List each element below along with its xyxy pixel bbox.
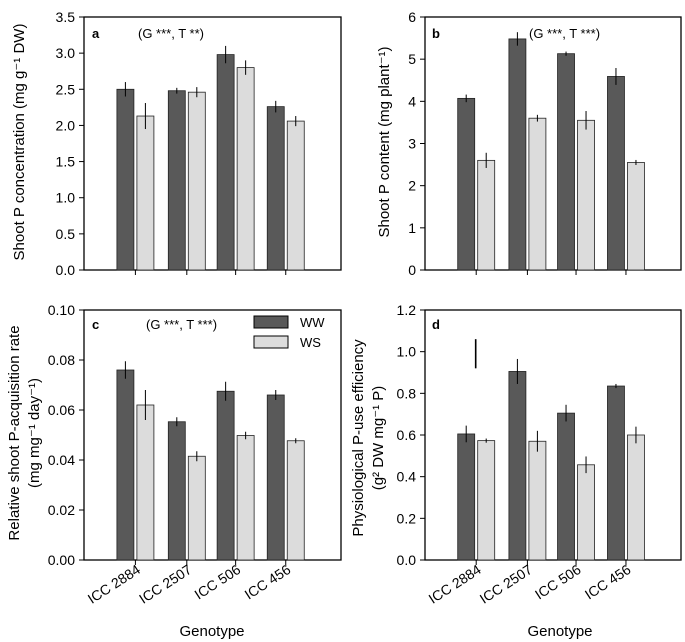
panel-c-bar-ww-2 (216, 390, 235, 561)
panel-d-xtick-label: ICC 2884 (426, 561, 484, 607)
panel-d-xtick-label: ICC 2507 (477, 561, 535, 607)
panel-d-ytick-label: 1.0 (397, 344, 417, 360)
panel-b-ytick-label: 1 (408, 220, 416, 236)
panel-b-ytick-label: 0 (408, 262, 416, 278)
panel-b-ytick-label: 6 (408, 9, 416, 25)
panel-c-bar-ws-2 (236, 435, 255, 561)
panel-a-bar-ww-2 (216, 54, 235, 271)
panel-c-ylabel-units: (mg mg⁻¹ day⁻¹) (26, 378, 43, 488)
panel-a: 0.0 0.5 1.0 1.5 2.0 2.5 3.0 3.5 a (G ***, T **)… (11, 9, 342, 278)
panel-c-bar-ws-1 (187, 455, 206, 561)
panel-c-annotation: (G ***, T ***) (146, 317, 217, 332)
panel-c-ytick-label: 0.04 (48, 452, 75, 468)
panel-c-ytick-label: 0.02 (48, 502, 75, 518)
panel-c-frame (83, 309, 342, 561)
panel-b-ytick-label: 4 (408, 93, 416, 109)
panel-d-ytick-label: 1.2 (397, 302, 417, 318)
panel-a-bar-ws-1 (187, 91, 206, 271)
panel-a-ytick-label: 2.5 (56, 81, 76, 97)
panel-c-ytick-label: 0.08 (48, 352, 75, 368)
panel-c-xtick-label: ICC 456 (242, 561, 294, 603)
panel-d-bar-ws-0 (477, 440, 496, 561)
panel-c-xlabel: Genotype (179, 623, 244, 640)
panel-d-ytick-label: 0.6 (397, 427, 417, 443)
panel-c-xtick-label: ICC 2884 (85, 561, 143, 607)
panel-d-ytick-label: 0.4 (397, 469, 417, 485)
panel-a-bar-ws-0 (136, 115, 155, 271)
legend-ww-label: WW (300, 315, 325, 330)
panel-a-bar-ww-1 (167, 90, 186, 271)
panel-d-ytick-label: 0.8 (397, 385, 417, 401)
panel-a-ytick-label: 1.0 (56, 190, 76, 206)
panel-b-bar-ww-0 (457, 97, 476, 271)
panel-a-ytick-label: 3.0 (56, 45, 76, 61)
panel-b: 0 1 2 3 4 5 6 b (G ***, T ***) Shoot P content… (376, 9, 682, 278)
panel-c-bar-ww-1 (167, 421, 186, 561)
panel-d-bar-ww-0 (457, 433, 476, 561)
panel-c-ylabel: Relative shoot P-acquisition rate (6, 325, 23, 540)
panel-a-bar-ww-0 (116, 88, 135, 271)
panel-d-ylabel: Physiological P-use efficiency (350, 339, 367, 537)
panel-d-bar-ww-3 (607, 385, 625, 561)
panel-a-bar-ww-3 (266, 106, 285, 271)
panel-a-ytick-label: 3.5 (56, 9, 76, 25)
panel-d-xlabel: Genotype (527, 623, 592, 640)
legend: WW WS (253, 315, 325, 350)
panel-c-ytick-label: 0.00 (48, 552, 75, 568)
panel-b-ytick-label: 2 (408, 178, 416, 194)
legend-ws-swatch (253, 335, 289, 349)
panel-c-bar-ww-3 (266, 394, 285, 561)
panel-b-bar-ww-3 (607, 76, 625, 271)
panel-b-bar-ws-1 (528, 117, 547, 271)
panel-a-ylabel: Shoot P concentration (mg g⁻¹ DW) (11, 24, 28, 261)
panel-b-annotation: (G ***, T ***) (529, 26, 600, 41)
panel-c-letter: c (92, 317, 99, 332)
panel-d-bar-ws-1 (528, 440, 547, 561)
panel-a-bar-ws-3 (286, 120, 305, 271)
panel-c-xtick-label: ICC 2507 (136, 561, 194, 607)
panel-b-bar-ws-2 (577, 119, 595, 271)
panel-a-ytick-label: 0.0 (56, 262, 76, 278)
panel-a-letter: a (92, 26, 100, 41)
panel-a-ytick-label: 1.5 (56, 154, 76, 170)
panel-a-ytick-label: 2.0 (56, 117, 76, 133)
panel-d-bar-ws-2 (577, 464, 595, 561)
panel-d-bar-ws-3 (627, 434, 645, 561)
panel-b-bar-ww-1 (508, 38, 527, 271)
panel-b-bar-ws-0 (477, 159, 496, 271)
panel-d-bar-ww-1 (508, 371, 527, 561)
panel-d-xtick-label: ICC 506 (532, 561, 584, 603)
panel-b-bar-ww-2 (557, 53, 575, 271)
panel-b-axes: 0 1 2 3 4 5 6 (408, 9, 682, 278)
panel-a-bar-ws-2 (236, 67, 255, 271)
legend-ws-label: WS (300, 335, 321, 350)
panel-b-ytick-label: 3 (408, 136, 416, 152)
panel-b-ytick-label: 5 (408, 51, 416, 67)
panel-a-frame (83, 16, 342, 271)
panel-c-xtick-label: ICC 506 (191, 561, 243, 603)
panel-d-ytick-label: 0.2 (397, 510, 417, 526)
panel-d-xtick-label: ICC 456 (582, 561, 634, 603)
panel-c-bar-ws-0 (136, 404, 155, 561)
panel-c-bar-ww-0 (116, 369, 135, 561)
panel-a-axes: 0.0 0.5 1.0 1.5 2.0 2.5 3.0 3.5 (56, 9, 342, 278)
panel-d-ylabel-units: (g² DW mg⁻¹ P) (370, 386, 387, 491)
panel-c-ytick-label: 0.10 (48, 302, 75, 318)
panel-d-ytick-label: 0.0 (397, 552, 417, 568)
panel-a-ytick-label: 0.5 (56, 226, 76, 242)
panel-c-ytick-label: 0.06 (48, 402, 75, 418)
legend-ww-swatch (253, 315, 289, 329)
panel-d-letter: d (432, 317, 440, 332)
panel-d-bar-ww-2 (557, 412, 575, 561)
panel-c-bar-ws-3 (286, 440, 305, 561)
panel-b-bar-ws-3 (627, 162, 645, 271)
panel-a-annotation: (G ***, T **) (138, 26, 204, 41)
panel-b-ylabel: Shoot P content (mg plant⁻¹) (376, 46, 393, 237)
panel-b-letter: b (432, 26, 440, 41)
